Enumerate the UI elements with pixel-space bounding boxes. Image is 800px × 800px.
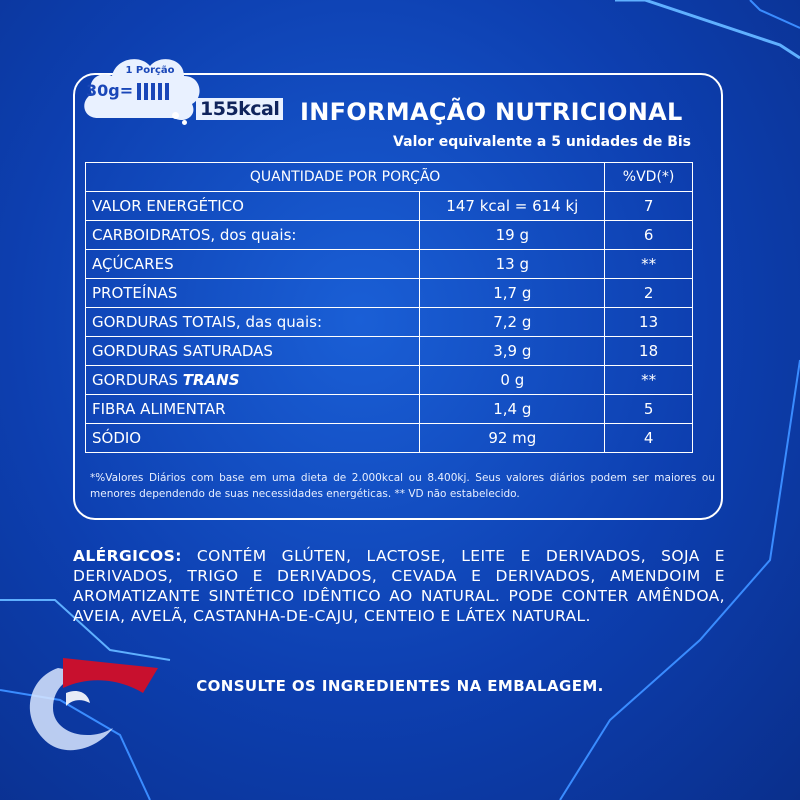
nutrient-name-emphasis: TRANS bbox=[182, 371, 240, 389]
nutrient-name: GORDURAS SATURADAS bbox=[84, 336, 421, 366]
nutrient-vd: ** bbox=[604, 249, 693, 279]
page-title: INFORMAÇÃO NUTRICIONAL bbox=[300, 98, 683, 126]
calories-badge: 155kcal bbox=[196, 98, 284, 120]
nutrient-vd: 7 bbox=[604, 191, 693, 221]
table-row: VALOR ENERGÉTICO 147 kcal = 614 kj 7 bbox=[84, 191, 693, 221]
portion-label: 1 Porção bbox=[125, 65, 175, 76]
nutrition-table: QUANTIDADE POR PORÇÃO %VD(*) VALOR ENERG… bbox=[84, 162, 693, 453]
nutrient-name: VALOR ENERGÉTICO bbox=[84, 191, 421, 221]
nutrient-name: PROTEÍNAS bbox=[84, 278, 421, 308]
cloud-icon bbox=[84, 59, 200, 121]
nutrient-amount: 19 g bbox=[419, 220, 606, 250]
nutrient-name: CARBOIDRATOS, dos quais: bbox=[84, 220, 421, 250]
portion-weight: 30g= bbox=[86, 81, 134, 100]
nutrient-vd: 4 bbox=[604, 423, 693, 453]
nutrient-vd: 13 bbox=[604, 307, 693, 337]
brand-swoosh-icon bbox=[29, 658, 158, 751]
bubble-icon bbox=[172, 112, 179, 119]
nutrient-name: SÓDIO bbox=[84, 423, 421, 453]
nutrient-amount: 92 mg bbox=[419, 423, 606, 453]
column-header-vd: %VD(*) bbox=[604, 162, 693, 192]
nutrition-panel bbox=[73, 73, 723, 520]
nutrient-amount: 1,7 g bbox=[419, 278, 606, 308]
consult-ingredients-note: CONSULTE OS INGREDIENTES NA EMBALAGEM. bbox=[196, 677, 604, 695]
nutrient-vd: 18 bbox=[604, 336, 693, 366]
bubble-icon bbox=[182, 120, 187, 125]
nutrient-amount: 147 kcal = 614 kj bbox=[419, 191, 606, 221]
nutrient-vd: ** bbox=[604, 365, 693, 395]
table-row: SÓDIO 92 mg 4 bbox=[84, 423, 693, 453]
nutrient-name-prefix: GORDURAS bbox=[92, 371, 183, 389]
five-units-icon bbox=[137, 83, 169, 100]
table-row: CARBOIDRATOS, dos quais: 19 g 6 bbox=[84, 220, 693, 250]
portion-cloud: 1 Porção 30g= bbox=[80, 50, 208, 130]
nutrient-vd: 5 bbox=[604, 394, 693, 424]
allergens-block: ALÉRGICOS: CONTÉM GLÚTEN, LACTOSE, LEITE… bbox=[73, 546, 725, 626]
nutrient-vd: 6 bbox=[604, 220, 693, 250]
page-subtitle: Valor equivalente a 5 unidades de Bis bbox=[393, 134, 691, 150]
allergens-label: ALÉRGICOS: bbox=[73, 547, 182, 565]
footnote: *%Valores Diários com base em uma dieta … bbox=[90, 472, 715, 500]
nutrient-name: FIBRA ALIMENTAR bbox=[84, 394, 421, 424]
nutrient-amount: 1,4 g bbox=[419, 394, 606, 424]
nutrient-name: AÇÚCARES bbox=[84, 249, 421, 279]
nutrient-amount: 3,9 g bbox=[419, 336, 606, 366]
table-row: GORDURAS SATURADAS 3,9 g 18 bbox=[84, 336, 693, 366]
nutrient-amount: 13 g bbox=[419, 249, 606, 279]
nutrient-amount: 7,2 g bbox=[419, 307, 606, 337]
table-row: GORDURAS TRANS 0 g ** bbox=[84, 365, 693, 395]
table-row: AÇÚCARES 13 g ** bbox=[84, 249, 693, 279]
nutrient-vd: 2 bbox=[604, 278, 693, 308]
table-row: GORDURAS TOTAIS, das quais: 7,2 g 13 bbox=[84, 307, 693, 337]
table-row: PROTEÍNAS 1,7 g 2 bbox=[84, 278, 693, 308]
nutrient-name: GORDURAS TOTAIS, das quais: bbox=[84, 307, 421, 337]
nutrient-amount: 0 g bbox=[419, 365, 606, 395]
nutrient-name: GORDURAS TRANS bbox=[84, 365, 421, 395]
table-row: FIBRA ALIMENTAR 1,4 g 5 bbox=[84, 394, 693, 424]
table-header-row: QUANTIDADE POR PORÇÃO %VD(*) bbox=[84, 162, 693, 192]
column-header-quantity: QUANTIDADE POR PORÇÃO bbox=[84, 162, 606, 192]
allergens-text: CONTÉM GLÚTEN, LACTOSE, LEITE E DERIVADO… bbox=[73, 547, 725, 625]
